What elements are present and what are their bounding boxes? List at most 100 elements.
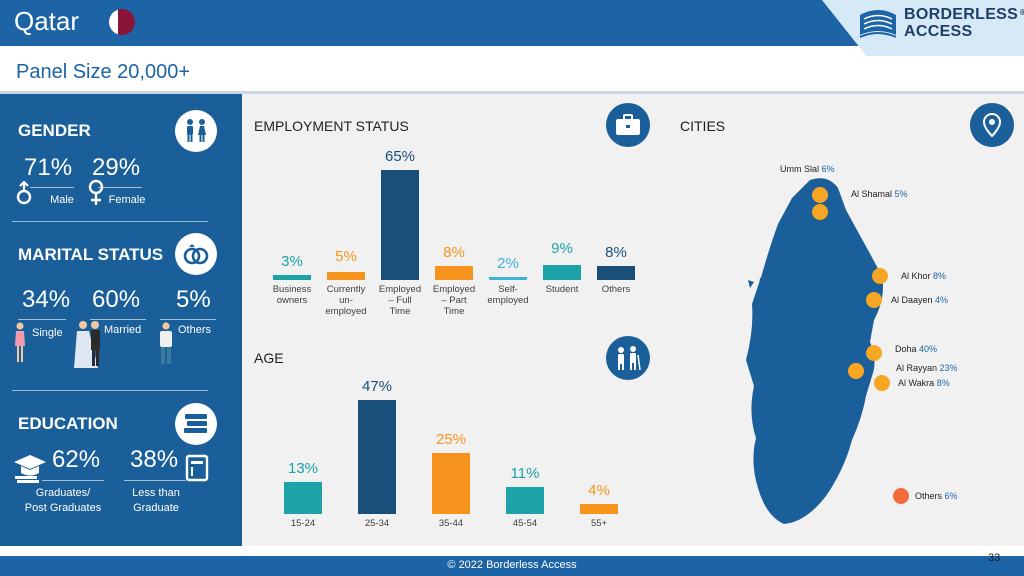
borderless-logo-icon [859, 10, 897, 38]
bar-age-chart-2 [432, 453, 470, 514]
qatar-flag-icon [109, 9, 135, 35]
category-label: 15-24 [290, 518, 316, 529]
value-label: 5% [335, 247, 357, 265]
others-man-icon [160, 322, 172, 364]
header-divider [0, 91, 1024, 94]
female-label: Female [108, 194, 146, 206]
city-label-umm-slal: Umm Slal 6% [780, 164, 835, 174]
city-label-al-daayen: Al Daayen 4% [891, 295, 949, 305]
value-label: 47% [361, 378, 393, 395]
city-marker-al-khor [872, 268, 888, 284]
value-label: 65% [384, 148, 416, 165]
qatar-map [746, 178, 883, 524]
value-label: 4% [588, 482, 610, 500]
rings-icon [175, 233, 217, 275]
bar-emp-chart-0 [273, 274, 311, 280]
city-marker-al-wakra [874, 375, 890, 391]
bar-age-chart-3 [506, 487, 544, 514]
married-underline [90, 319, 146, 320]
value-label: 9% [551, 239, 573, 257]
city-marker-al-daayen [866, 292, 882, 308]
section-divider [12, 221, 208, 222]
category-label: 55+ [590, 518, 608, 529]
country-title: Qatar [14, 6, 80, 36]
city-marker-others [893, 488, 909, 504]
graduates-percent: 62% [52, 446, 101, 473]
graduates-underline [42, 480, 104, 481]
single-percent: 34% [22, 286, 71, 313]
briefcase-icon [606, 103, 650, 147]
location-pin-icon [970, 103, 1014, 147]
others-label: Others [178, 324, 212, 336]
graduation-cap-icon [14, 455, 46, 483]
bar-age-chart-0 [284, 482, 322, 514]
city-label-al-khor: Al Khor 8% [901, 271, 947, 281]
page-number: 33 [988, 552, 1001, 564]
category-label: Employed – Part Time [432, 284, 476, 317]
city-label-others: Others 6% [915, 491, 958, 501]
age-title: AGE [254, 350, 284, 366]
bar-emp-chart-3 [435, 266, 473, 280]
category-label: Self-employed [487, 284, 529, 306]
category-label: Employed – Full Time [378, 284, 422, 317]
married-couple-icon [74, 321, 100, 368]
logo-wordmark: BORDERLESS ACCESS ® [904, 6, 1024, 40]
education-title: EDUCATION [18, 414, 118, 433]
single-woman-icon [15, 322, 25, 362]
category-label: Currently un-employed [325, 284, 367, 317]
value-label: 13% [287, 460, 319, 478]
footer-bar [0, 556, 1024, 576]
female-underline [98, 187, 142, 188]
bar-emp-chart-1 [327, 271, 365, 280]
bar-age-chart-4 [580, 504, 618, 514]
book-icon [185, 454, 209, 482]
less-than-graduate-percent: 38% [130, 446, 179, 473]
category-label: Business owners [272, 284, 312, 306]
married-percent: 60% [92, 286, 141, 313]
category-label: 25-34 [364, 518, 390, 529]
marital-status-title: MARITAL STATUS [18, 245, 164, 264]
male-symbol-icon [16, 181, 32, 205]
category-label: 35-44 [438, 518, 464, 529]
section-divider [12, 390, 208, 391]
age-chart: 13% 15-24 47% 25-34 25% 35-44 11% 45-54 4% 55+ [258, 370, 648, 532]
books-icon [175, 403, 217, 445]
female-symbol-icon [88, 179, 104, 205]
category-label: Student [545, 284, 579, 295]
demographics-panel [0, 94, 242, 546]
single-label: Single [32, 327, 63, 339]
value-label: 3% [281, 252, 303, 270]
category-label: 45-54 [512, 518, 538, 529]
male-label: Male [50, 194, 74, 206]
graduates-label: Graduates/Post Graduates [24, 487, 102, 514]
bar-emp-chart-6 [597, 266, 635, 280]
value-label: 2% [497, 254, 519, 272]
male-percent: 71% [24, 154, 73, 181]
family-icon [606, 336, 650, 380]
bar-age-chart-1 [358, 400, 396, 514]
male-underline [30, 187, 74, 188]
married-label: Married [104, 324, 142, 336]
value-label: 8% [605, 244, 627, 262]
cities-title: CITIES [680, 118, 726, 134]
bar-emp-chart-2 [381, 170, 419, 280]
city-marker-al-shamal [812, 204, 828, 220]
city-label-doha: Doha 40% [895, 344, 938, 354]
city-marker-umm-slal [812, 187, 828, 203]
others-underline [160, 319, 216, 320]
city-marker-doha [866, 345, 882, 361]
less-than-graduate-label: Less than Graduate [132, 487, 180, 514]
value-label: 25% [435, 431, 467, 449]
value-label: 8% [443, 244, 465, 262]
bar-emp-chart-4 [489, 276, 527, 280]
less-than-graduate-underline [124, 480, 186, 481]
category-label: Others [601, 284, 631, 295]
others-percent: 5% [176, 286, 211, 313]
female-percent: 29% [92, 154, 141, 181]
value-label: 11% [510, 465, 540, 483]
bar-emp-chart-5 [543, 264, 581, 280]
gender-title: GENDER [18, 121, 91, 140]
single-underline [18, 319, 66, 320]
city-marker-al-rayyan [848, 363, 864, 379]
panel-size-heading: Panel Size 20,000+ [16, 61, 191, 83]
